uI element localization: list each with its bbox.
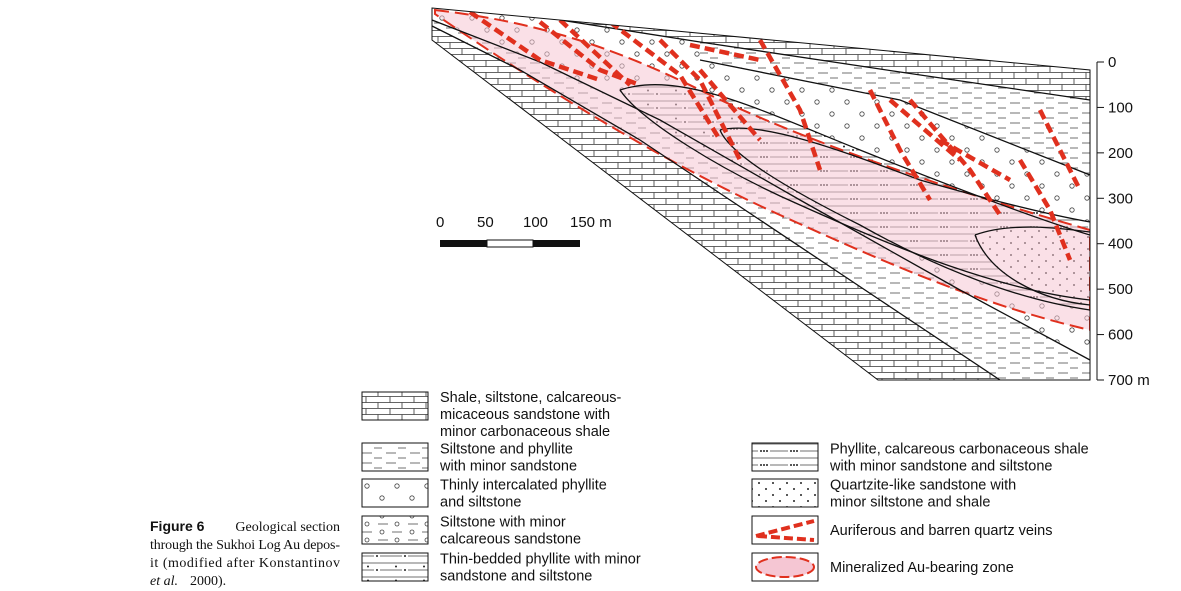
legend-label: minor carbonaceous shale [440,424,610,440]
scale-bar-segment [440,240,487,247]
legend-label: Mineralized Au-bearing zone [830,560,1014,576]
legend-label: Shale, siltstone, calcareous- [440,390,622,406]
legend-key-pattern [362,516,428,544]
legend-label: Quartzite-like sandstone with [830,478,1016,494]
caption-line: through the Sukhoi Log Au depos- [150,538,340,553]
legend-label: Auriferous and barren quartz veins [830,523,1052,539]
legend-label: Siltstone and phyllite [440,442,573,458]
legend-key-pattern [752,443,818,471]
caption-italic: et al. [150,574,178,589]
legend-label: calcareous sandstone [440,532,581,548]
legend-label: Phyllite, calcareous carbonaceous shale [830,442,1089,458]
scale-label: 50 [477,214,494,231]
page: Figure 6 Geological section through the … [0,0,1181,591]
scale-label: 0 [436,214,444,231]
legend-label: Siltstone with minor [440,515,566,531]
legend-key-pattern [752,479,818,507]
depth-label: 0 [1108,54,1116,71]
scale-label: 100 [523,214,548,231]
scale-bar-segment [533,240,580,247]
scale-label: 150 m [570,214,612,231]
depth-label: 400 [1108,236,1133,253]
legend-label: minor siltstone and shale [830,495,990,511]
legend-label: micaceous sandstone with [440,407,610,423]
legend-zone [756,557,814,577]
legend-key-pattern [362,443,428,471]
depth-label: 300 [1108,190,1133,207]
legend-label: Thinly intercalated phyllite [440,478,607,494]
legend-key-pattern [362,553,428,581]
geological-section [430,0,1095,385]
legend-label: and siltstone [440,495,521,511]
legend-label: Thin-bedded phyllite with minor [440,552,641,568]
scale-bar-segment [487,240,533,247]
depth-label: 500 [1108,281,1133,298]
legend-label: with minor sandstone [439,459,577,475]
legend-key-pattern [362,479,428,507]
depth-label: 100 [1108,99,1133,116]
depth-label: 200 [1108,145,1133,162]
depth-label: 700 m [1108,372,1150,389]
depth-label: 600 [1108,327,1133,344]
caption-line: 2000). [190,574,226,589]
caption-label: Figure 6 [150,518,205,534]
caption-line: Geological section [235,520,340,535]
legend-label: with minor sandstone and siltstone [829,459,1052,475]
legend-label: sandstone and siltstone [440,569,592,585]
legend-key-pattern [362,392,428,420]
caption-line: it (modified after Konstantinov [150,556,340,571]
caption: Figure 6 Geological section through the … [150,518,340,589]
figure: Figure 6 Geological section through the … [0,0,1181,591]
